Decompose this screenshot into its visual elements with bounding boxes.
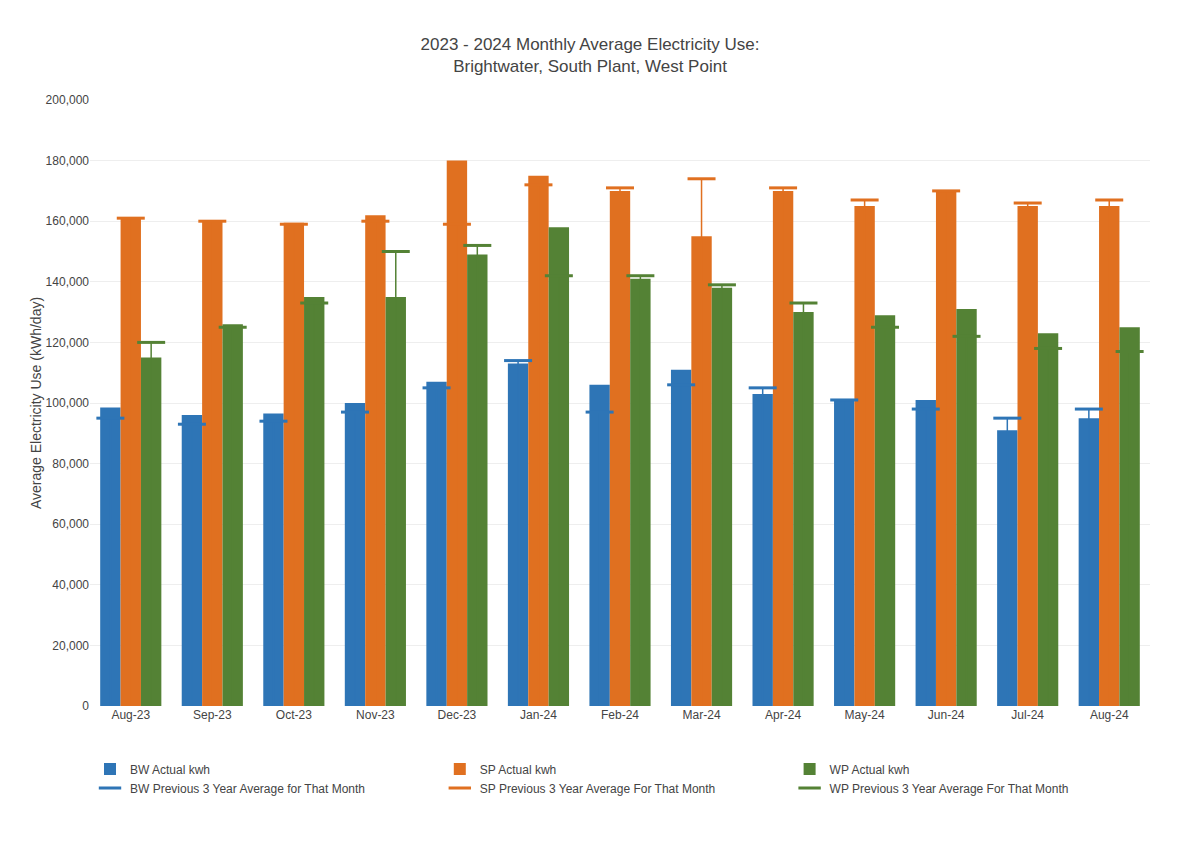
svg-text:BW Previous 3 Year Average for: BW Previous 3 Year Average for That Mont… (130, 782, 365, 796)
svg-text:SP Previous 3 Year Average For: SP Previous 3 Year Average For That Mont… (480, 782, 715, 796)
svg-text:0: 0 (82, 699, 89, 713)
svg-text:SP Actual kwh: SP Actual kwh (480, 763, 557, 777)
svg-text:BW Actual kwh: BW Actual kwh (130, 763, 210, 777)
svg-text:Apr-24: Apr-24 (765, 708, 801, 722)
svg-text:Oct-23: Oct-23 (276, 708, 312, 722)
svg-text:180,000: 180,000 (46, 154, 90, 168)
svg-text:Jan-24: Jan-24 (520, 708, 557, 722)
svg-text:WP Actual kwh: WP Actual kwh (830, 763, 910, 777)
svg-text:140,000: 140,000 (46, 275, 90, 289)
svg-text:Aug-24: Aug-24 (1090, 708, 1129, 722)
svg-text:Feb-24: Feb-24 (601, 708, 639, 722)
svg-text:WP Previous 3 Year Average For: WP Previous 3 Year Average For That Mont… (830, 782, 1069, 796)
svg-text:Aug-23: Aug-23 (111, 708, 150, 722)
svg-text:2023 - 2024 Monthly Average El: 2023 - 2024 Monthly Average Electricity … (421, 35, 760, 76)
svg-text:Average Electricity Use (kWh/d: Average Electricity Use (kWh/day) (28, 297, 44, 509)
svg-text:200,000: 200,000 (46, 93, 90, 107)
svg-text:Jun-24: Jun-24 (928, 708, 965, 722)
svg-text:Jul-24: Jul-24 (1011, 708, 1044, 722)
svg-text:Mar-24: Mar-24 (683, 708, 721, 722)
svg-text:Dec-23: Dec-23 (438, 708, 477, 722)
svg-text:100,000: 100,000 (46, 396, 90, 410)
svg-text:Sep-23: Sep-23 (193, 708, 232, 722)
svg-text:160,000: 160,000 (46, 214, 90, 228)
svg-text:40,000: 40,000 (52, 578, 89, 592)
svg-text:120,000: 120,000 (46, 336, 90, 350)
svg-text:May-24: May-24 (845, 708, 885, 722)
svg-text:60,000: 60,000 (52, 517, 89, 531)
svg-text:20,000: 20,000 (52, 639, 89, 653)
svg-text:80,000: 80,000 (52, 457, 89, 471)
svg-text:Nov-23: Nov-23 (356, 708, 395, 722)
